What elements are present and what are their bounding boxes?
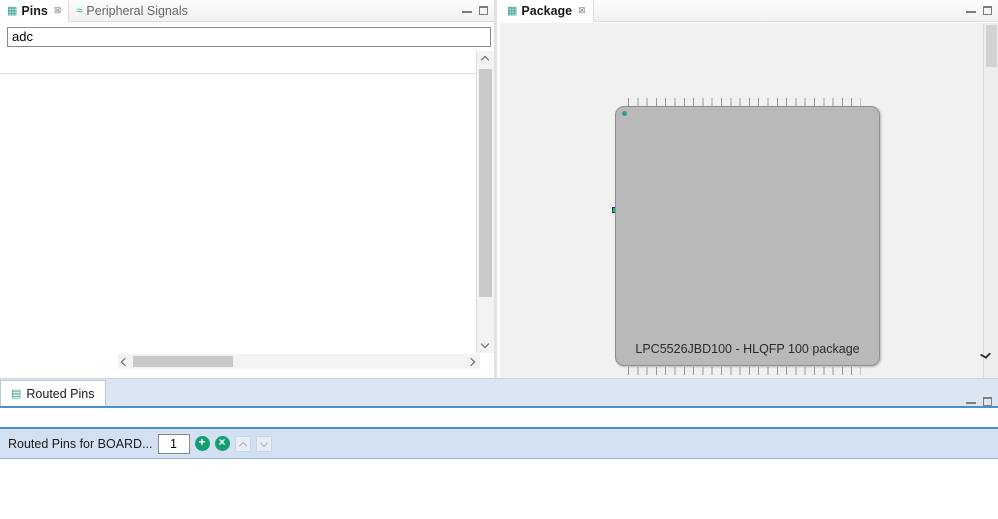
signal-wave-icon: ≈ — [76, 4, 83, 17]
package-body: LPC5526JBD100 - HLQFP 100 package — [615, 106, 880, 366]
empty-row — [0, 503, 998, 519]
pins-filter-input[interactable] — [7, 26, 491, 47]
pins-horizontal-scrollbar[interactable] — [118, 354, 480, 369]
routed-pins-toolbar-label: Routed Pins for BOARD... — [8, 436, 153, 451]
maximize-icon[interactable] — [479, 6, 488, 15]
pins-window-buttons — [462, 6, 494, 15]
pins-panel: ▦ Pins ⊠ ≈ Peripheral Signals — [0, 0, 497, 378]
add-row-button[interactable]: + — [194, 436, 210, 451]
minimize-icon[interactable] — [462, 8, 472, 13]
minimize-icon[interactable] — [966, 8, 976, 13]
routed-pins-table-icon: ▤ — [11, 388, 22, 400]
scrollbar-thumb[interactable] — [479, 69, 492, 297]
package-canvas: LPC5526JBD100 - HLQFP 100 package — [500, 23, 998, 378]
tab-routed-pins-label: Routed Pins — [26, 386, 95, 401]
pins-table-icon: ▦ — [7, 5, 18, 17]
move-up-button[interactable] — [234, 435, 251, 452]
bottom-pin-ticks — [628, 367, 861, 375]
pins-toolbar — [0, 23, 494, 50]
maximize-icon[interactable] — [983, 6, 992, 15]
chevron-up-icon — [238, 441, 247, 450]
pins-vertical-scrollbar[interactable] — [476, 51, 494, 353]
chevron-down-icon — [259, 438, 268, 447]
tab-routed-pins[interactable]: ▤ Routed Pins — [0, 380, 106, 406]
pin1-indicator-icon — [622, 111, 627, 116]
pins-table — [0, 51, 480, 353]
scrollbar-thumb[interactable] — [133, 356, 233, 367]
routed-pin-row[interactable] — [0, 481, 998, 503]
package-name-label: LPC5526JBD100 - HLQFP 100 package — [635, 342, 860, 356]
chip-icon: ▦ — [507, 5, 518, 17]
close-icon[interactable]: ⊠ — [53, 5, 62, 15]
package-tabbar: ▦ Package ⊠ — [500, 0, 998, 22]
routed-pins-table — [0, 459, 998, 519]
scrollbar-thumb[interactable] — [986, 25, 997, 67]
close-icon[interactable]: ⊠ — [578, 5, 586, 15]
top-pin-ticks — [628, 98, 861, 106]
top-row: ▦ Pins ⊠ ≈ Peripheral Signals — [0, 0, 998, 378]
delete-row-button[interactable]: × — [214, 436, 230, 451]
routed-pins-table-header — [0, 459, 998, 481]
tab-peripheral-signals-label: Peripheral Signals — [86, 3, 188, 18]
pins-table-header — [0, 51, 480, 74]
package-window-buttons — [966, 6, 998, 15]
pins-tabbar: ▦ Pins ⊠ ≈ Peripheral Signals — [0, 0, 494, 22]
routed-pins-count-field[interactable] — [157, 433, 190, 454]
tab-package-label: Package — [521, 3, 573, 18]
minimize-icon[interactable] — [966, 399, 976, 404]
scroll-left-icon[interactable] — [120, 357, 130, 366]
move-down-button[interactable] — [255, 435, 272, 452]
routed-pins-panel: ▤ Routed Pins Routed Pins for BOARD... +… — [0, 378, 998, 519]
tab-pins[interactable]: ▦ Pins ⊠ — [0, 0, 70, 22]
cell-edit-input[interactable] — [0, 408, 998, 427]
routed-window-buttons — [966, 397, 998, 406]
tab-pins-label: Pins — [21, 3, 48, 18]
routed-pins-toolbar: Routed Pins for BOARD... + × — [0, 429, 998, 459]
scroll-down-icon[interactable] — [480, 339, 490, 349]
package-vertical-scrollbar[interactable] — [983, 23, 998, 378]
package-panel: ▦ Package ⊠ — [500, 0, 998, 378]
cell-edit-bar — [0, 406, 998, 429]
maximize-icon[interactable] — [983, 397, 992, 406]
routed-pins-tabbar: ▤ Routed Pins — [0, 379, 998, 406]
scroll-right-icon[interactable] — [466, 357, 476, 366]
tab-package[interactable]: ▦ Package ⊠ — [500, 0, 594, 22]
scroll-up-icon[interactable] — [480, 55, 490, 65]
tab-peripheral-signals[interactable]: ≈ Peripheral Signals — [69, 0, 195, 22]
